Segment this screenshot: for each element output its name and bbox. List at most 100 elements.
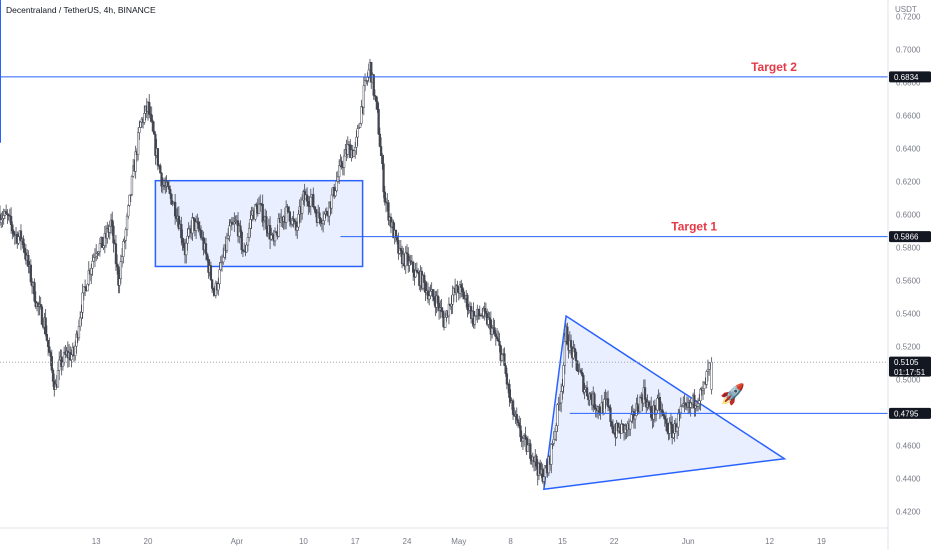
level-label: Target 1 [671, 220, 717, 234]
horizontal-levels[interactable]: Target 2 Target 1 [0, 60, 888, 414]
candle-body [210, 279, 214, 289]
candle-body [124, 229, 127, 241]
candle-body [40, 306, 44, 325]
candle-body [706, 369, 710, 372]
candle-body [318, 212, 321, 219]
y-tick-label: 0.4200 [896, 508, 921, 517]
candle-body [526, 444, 530, 452]
x-tick-label: 13 [92, 537, 101, 546]
level-label: Target 2 [751, 60, 797, 74]
candle-body [44, 317, 47, 335]
candle-body [225, 238, 229, 251]
candle-body [377, 109, 380, 135]
candle-body [638, 397, 642, 413]
candle-body [0, 219, 3, 223]
candle-body [610, 421, 613, 427]
candle-body [662, 412, 665, 417]
candle-body [199, 230, 203, 239]
candle-body [399, 248, 402, 251]
candle-body [561, 385, 564, 392]
candle-body [187, 228, 190, 237]
candle-body [148, 101, 151, 115]
candle-body [319, 217, 322, 223]
triangle-shape[interactable] [543, 314, 787, 491]
candle-body [414, 270, 417, 278]
y-tick-label: 0.5000 [896, 376, 921, 385]
candle-body [705, 371, 708, 385]
candle-body [423, 274, 426, 283]
candle-body [562, 365, 565, 387]
candle-body [50, 356, 53, 371]
candle-body [250, 214, 253, 220]
candle-body [663, 415, 666, 420]
candle-body [456, 285, 459, 292]
candle-body [447, 303, 451, 317]
candle-body [227, 235, 230, 239]
candle-body [323, 213, 326, 222]
candle-body [98, 243, 102, 253]
candle-body [563, 341, 567, 366]
candle-body [524, 434, 527, 439]
candle-body [74, 345, 77, 356]
candle-body [535, 455, 538, 467]
y-tick-label: 0.6600 [896, 112, 921, 121]
currency-label: USDT [895, 5, 917, 14]
candle-body [125, 215, 129, 230]
candle-body [45, 334, 49, 341]
candle-body [352, 150, 356, 157]
candle-body [647, 401, 650, 407]
candle-body [159, 165, 162, 174]
candle-body [379, 146, 383, 156]
candle-body [611, 426, 615, 434]
candle-body [656, 398, 659, 411]
x-tick-label: Jun [682, 537, 695, 546]
candle-body [346, 144, 349, 155]
candle-body [698, 400, 701, 404]
candle-body [309, 196, 312, 207]
candle-body [516, 419, 520, 424]
x-tick-label: 10 [299, 537, 308, 546]
rocket-annotation: 🚀 [720, 382, 745, 406]
candle-body [503, 353, 506, 366]
candle-body [382, 163, 385, 193]
candle-body [111, 219, 114, 227]
candle-body [180, 223, 183, 239]
range-box[interactable] [154, 179, 364, 268]
candle-body [139, 121, 142, 128]
candle-body [585, 387, 589, 397]
candle-body [366, 77, 369, 81]
candle-body [505, 373, 509, 385]
candle-body [484, 311, 488, 314]
candle-body [119, 261, 123, 280]
candle-body [128, 194, 131, 206]
candle-body [153, 130, 156, 135]
x-tick-label: 24 [403, 537, 412, 546]
candle-body [634, 415, 637, 420]
y-tick-label: 0.6800 [896, 79, 921, 88]
range-rectangle[interactable] [154, 179, 364, 268]
candle-body [5, 211, 8, 215]
y-tick-label: 0.6000 [896, 211, 921, 220]
y-tick-label: 0.5400 [896, 310, 921, 319]
candle-body [383, 191, 386, 203]
candle-body [477, 308, 480, 316]
candle-body [658, 397, 661, 412]
candle-body [296, 226, 299, 231]
triangle-pattern[interactable] [543, 314, 787, 491]
candle-body [519, 425, 522, 438]
candle-body [70, 354, 73, 360]
candle-body [473, 315, 476, 325]
candle-body [598, 406, 601, 413]
candle-body [91, 260, 94, 269]
candle-body [186, 235, 189, 244]
candle-body [112, 225, 115, 244]
candle-body [167, 186, 171, 190]
candle-body [460, 284, 463, 288]
candle-body [500, 354, 504, 361]
y-tick-label: 0.5200 [896, 343, 921, 352]
price-tag-label: 0.5105 [894, 358, 919, 367]
candle-body [497, 338, 500, 342]
candle-body [138, 127, 141, 133]
